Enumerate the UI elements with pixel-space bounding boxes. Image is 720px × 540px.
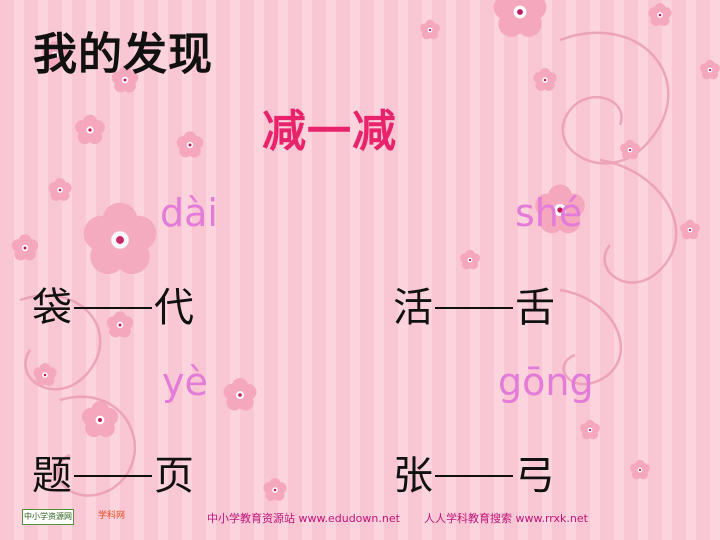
pair-left-char: 张 — [393, 453, 433, 499]
word-pair-gong: 张弓 — [393, 443, 555, 501]
zxxk-logo[interactable]: 学科网 — [98, 511, 126, 521]
word-pair-she: 活舌 — [393, 275, 555, 333]
footer-link-rrxk[interactable]: 人人学科教育搜索 www.rrxk.net — [424, 512, 588, 525]
pair-left-char: 活 — [393, 285, 433, 331]
pair-right-char: 页 — [154, 453, 194, 499]
pair-left-char: 题 — [32, 453, 72, 499]
pair-dash — [74, 475, 152, 477]
pinyin-she: shé — [515, 191, 583, 235]
pair-dash — [435, 475, 513, 477]
word-pair-ye: 题页 — [32, 443, 194, 501]
edudown-logo[interactable]: 中小学资源网 — [22, 509, 74, 525]
pair-dash — [74, 307, 152, 309]
footer-link-edudown[interactable]: 中小学教育资源站 www.edudown.net — [207, 512, 400, 525]
word-pair-dai: 袋代 — [32, 275, 194, 333]
pair-right-char: 代 — [154, 285, 194, 331]
pinyin-gong: gōng — [498, 360, 594, 404]
pair-dash — [435, 307, 513, 309]
pair-right-char: 舌 — [515, 285, 555, 331]
pair-right-char: 弓 — [515, 453, 555, 499]
slide-subtitle: 减一减 — [262, 106, 397, 157]
slide-title: 我的发现 — [33, 29, 213, 80]
pinyin-ye: yè — [162, 360, 208, 404]
pair-left-char: 袋 — [32, 285, 72, 331]
pinyin-dai: dài — [160, 191, 218, 235]
